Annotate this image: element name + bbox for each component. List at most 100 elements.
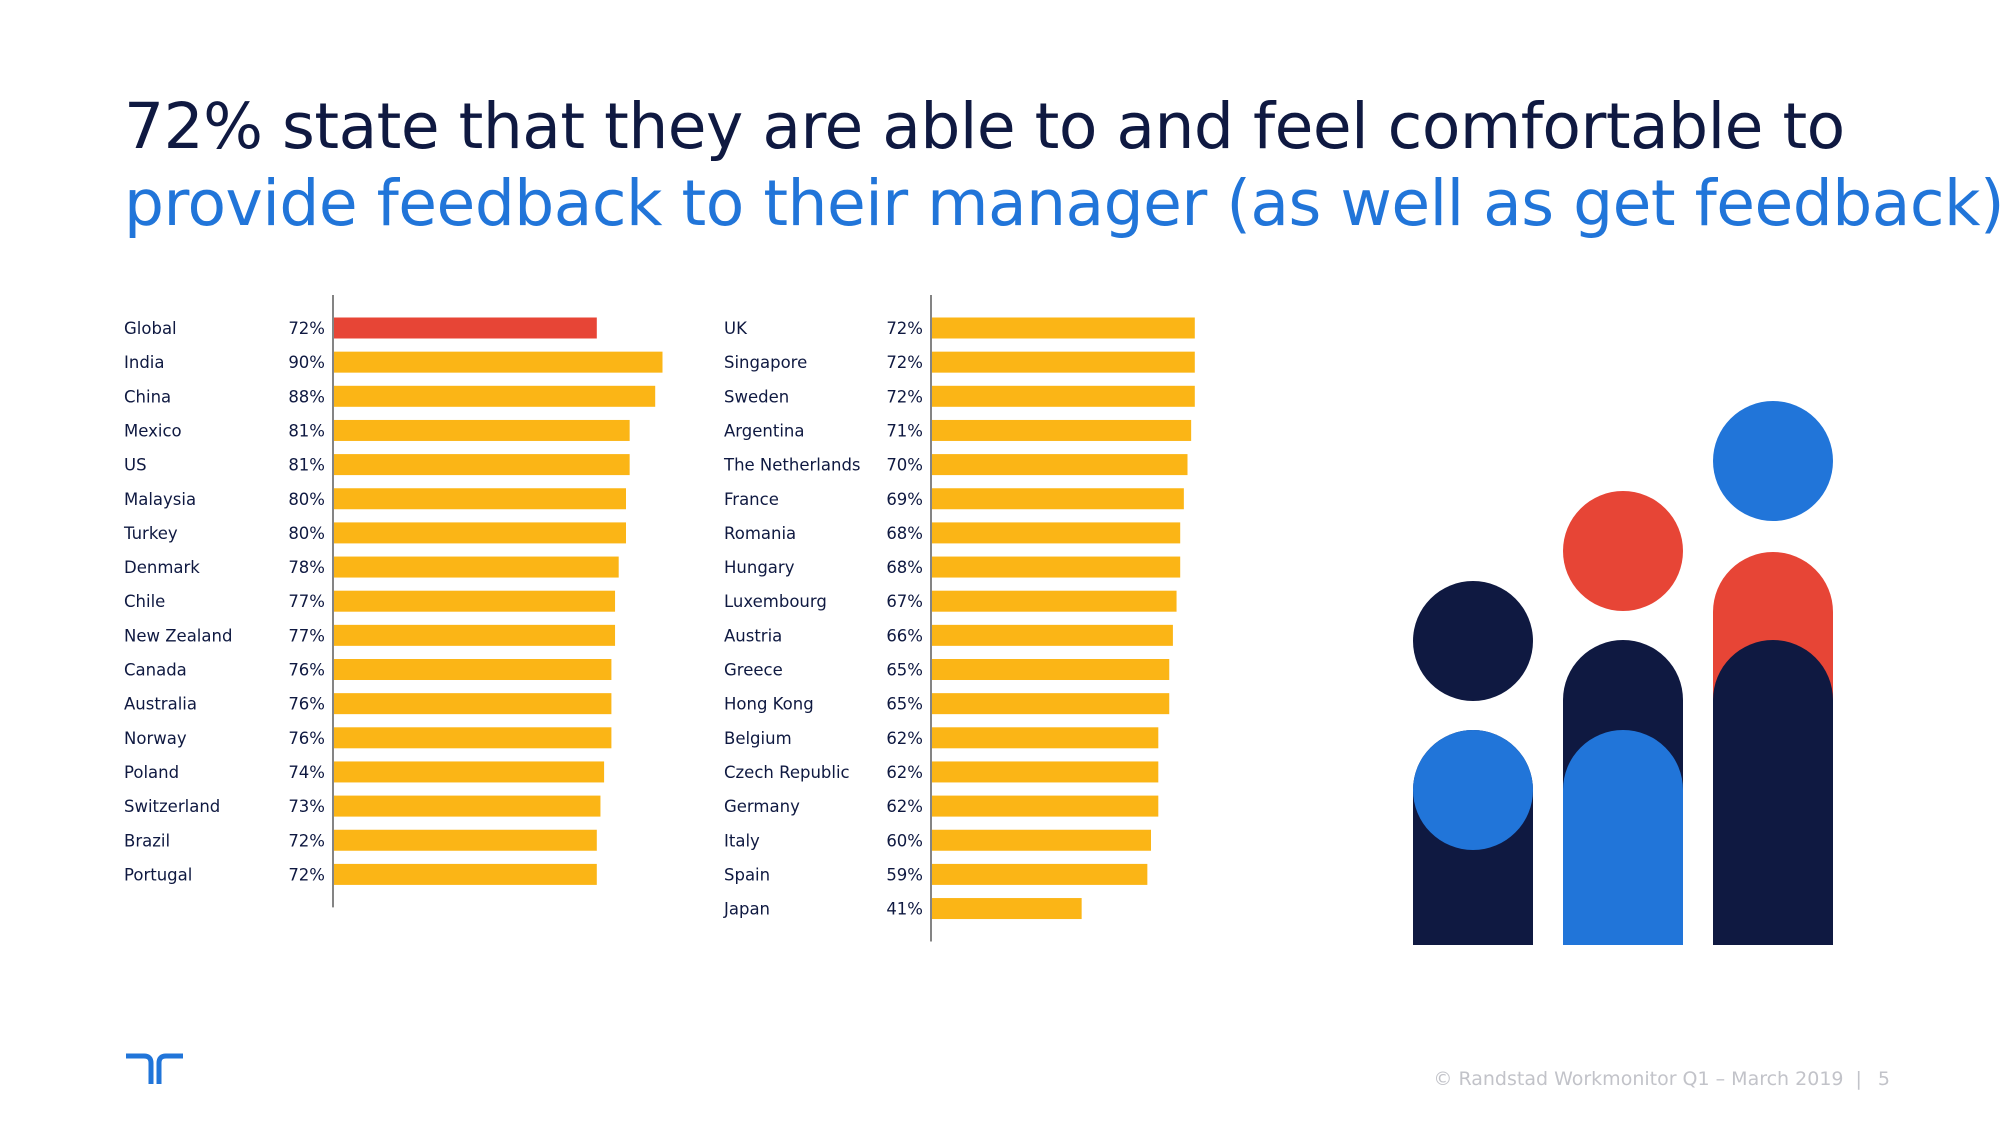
bar-switzerland (334, 795, 601, 817)
bar-brazil (334, 829, 597, 851)
category-label: Australia (124, 695, 197, 714)
bar-china (334, 385, 656, 407)
value-label: 69% (886, 490, 923, 509)
category-label: Turkey (123, 524, 178, 543)
value-label: 76% (288, 729, 325, 748)
value-label: 81% (288, 456, 325, 475)
value-label: 68% (886, 558, 923, 577)
footer-separator: | (1855, 1068, 1862, 1090)
value-label: 70% (886, 456, 923, 475)
category-label: Sweden (724, 387, 789, 406)
page-number: 5 (1877, 1068, 1890, 1090)
bar-global (334, 317, 597, 339)
bar-malaysia (334, 488, 626, 510)
bar-poland (334, 761, 605, 783)
bar-japan (932, 898, 1082, 920)
category-label: The Netherlands (723, 456, 861, 475)
value-label: 80% (288, 490, 325, 509)
category-label: Norway (124, 729, 187, 748)
bar-austria (932, 624, 1173, 646)
bar-canada (334, 659, 612, 680)
bar-spain (932, 863, 1148, 885)
bar-hungary (932, 556, 1181, 578)
category-label: Hong Kong (724, 695, 814, 714)
category-label: Czech Republic (724, 763, 850, 782)
bar-australia (334, 693, 612, 715)
value-label: 78% (288, 558, 325, 577)
category-label: Switzerland (124, 797, 220, 816)
category-label: Belgium (724, 729, 792, 748)
value-label: 72% (886, 319, 923, 338)
value-label: 90% (288, 353, 325, 372)
category-label: Chile (124, 592, 165, 611)
value-label: 80% (288, 524, 325, 543)
category-label: UK (724, 319, 748, 338)
page-title: 72% state that they are able to and feel… (124, 88, 2000, 242)
person-left-head (1413, 581, 1533, 701)
value-label: 76% (288, 695, 325, 714)
bar-portugal (334, 863, 597, 885)
category-label: Malaysia (124, 490, 196, 509)
value-label: 68% (886, 524, 923, 543)
category-label: Singapore (724, 353, 807, 372)
bar-greece (932, 659, 1170, 680)
category-label: Japan (723, 900, 770, 919)
bar-hong-kong (932, 693, 1170, 715)
person-left-inner-head (1413, 730, 1533, 850)
bar-germany (932, 795, 1159, 817)
footer-source: © Randstad Workmonitor Q1 – March 2019 (1433, 1068, 1844, 1090)
category-label: China (124, 387, 171, 406)
bar-mexico (334, 419, 630, 441)
person-middle-inner-body (1563, 730, 1683, 945)
value-label: 81% (288, 421, 325, 440)
bar-new-zealand (334, 624, 616, 646)
value-label: 72% (288, 831, 325, 850)
bar-sweden (932, 385, 1195, 407)
category-label: Poland (124, 763, 179, 782)
value-label: 77% (288, 592, 325, 611)
value-label: 62% (886, 763, 923, 782)
category-label: US (124, 456, 147, 475)
category-label: France (724, 490, 779, 509)
person-right-head (1713, 401, 1833, 521)
value-label: 72% (886, 387, 923, 406)
bar-denmark (334, 556, 619, 578)
category-label: Luxembourg (724, 592, 827, 611)
value-label: 77% (288, 626, 325, 645)
person-middle (1563, 491, 1683, 945)
value-label: 73% (288, 797, 325, 816)
category-label: Argentina (724, 421, 805, 440)
category-label: Spain (724, 865, 770, 884)
value-label: 41% (886, 900, 923, 919)
value-label: 60% (886, 831, 923, 850)
bar-belgium (932, 727, 1159, 749)
bar-india (334, 351, 663, 373)
person-right (1713, 401, 1833, 945)
category-label: Canada (124, 661, 187, 680)
value-label: 72% (288, 865, 325, 884)
bar-turkey (334, 522, 626, 544)
bar-uk (932, 317, 1195, 339)
title-line-2: provide feedback to their manager (as we… (124, 167, 2000, 240)
category-label: Greece (724, 661, 783, 680)
bar-argentina (932, 419, 1192, 441)
category-label: Brazil (124, 831, 170, 850)
value-label: 88% (288, 387, 325, 406)
bar-us (334, 454, 630, 476)
value-label: 76% (288, 661, 325, 680)
category-label: Portugal (124, 865, 192, 884)
value-label: 65% (886, 695, 923, 714)
bar-the-netherlands (932, 454, 1188, 476)
value-label: 71% (886, 421, 923, 440)
value-label: 62% (886, 797, 923, 816)
footer: © Randstad Workmonitor Q1 – March 2019 | 5 (1433, 1068, 1890, 1090)
category-label: Mexico (124, 421, 182, 440)
value-label: 72% (288, 319, 325, 338)
bar-chile (334, 590, 616, 612)
randstad-logo-icon (126, 1053, 183, 1084)
category-label: Hungary (724, 558, 795, 577)
bar-luxembourg (932, 590, 1177, 612)
value-label: 62% (886, 729, 923, 748)
